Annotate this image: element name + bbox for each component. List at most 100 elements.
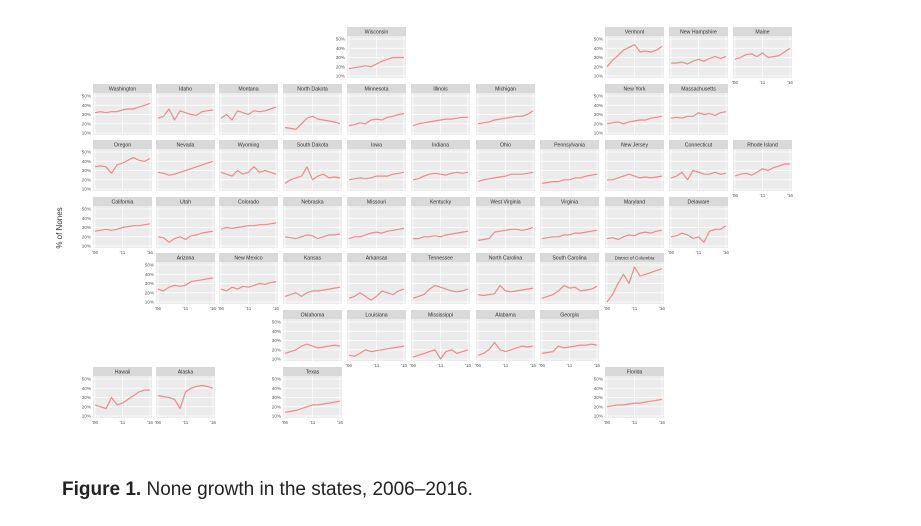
panel-wyoming: Wyoming — [219, 140, 278, 191]
x-tick-label-florida: '06 — [604, 420, 610, 425]
panel-title-wyoming: Wyoming — [238, 143, 260, 149]
series-line-wisconsin — [348, 56, 404, 70]
y-tick-label-washington: 10% — [82, 131, 91, 136]
x-tick-label-alaska: '16 — [210, 420, 216, 425]
series-line-georgia — [541, 343, 598, 354]
strip-georgia — [540, 310, 599, 319]
panel-mississippi: Mississippi '06 '11 '16 — [410, 310, 471, 368]
series-line-west-virginia — [477, 226, 534, 241]
panel-louisiana: Louisiana '06 '11 '16 — [346, 310, 407, 368]
panel-title-missouri: Missouri — [367, 200, 386, 206]
panel-hawaii: Hawaii 10% 20% 30% 40% 50% '06 '11 '16 — [82, 367, 153, 425]
panel-minnesota: Minnesota — [347, 84, 406, 135]
series-line-new-jersey — [607, 173, 663, 181]
panel-new-hampshire: New Hampshire — [669, 27, 728, 78]
x-tick-label-arizona: '11 — [183, 306, 189, 311]
y-tick-label-new-york: 10% — [594, 131, 603, 136]
x-tick-label-maine: '06 — [732, 80, 738, 85]
panel-title-wisconsin: Wisconsin — [365, 30, 389, 36]
strip-west-virginia — [476, 197, 535, 206]
x-tick-label-district-of-columbia: '11 — [632, 306, 638, 311]
panel-california: California 10% 20% 30% 40% 50% '06 '11 '16 — [82, 197, 153, 255]
panel-north-dakota: North Dakota — [283, 84, 342, 135]
y-tick-label-washington: 20% — [82, 121, 91, 126]
panel-new-mexico: New Mexico '06 '11 '16 — [218, 253, 279, 311]
series-line-pennsylvania — [541, 173, 598, 184]
x-tick-label-alabama: '16 — [530, 363, 536, 368]
series-line-arkansas — [348, 288, 405, 301]
panel-title-georgia: Georgia — [560, 313, 579, 319]
panel-tennessee: Tennessee — [411, 253, 470, 304]
y-tick-label-oregon: 40% — [82, 159, 91, 164]
x-tick-label-rhode-island: '16 — [787, 193, 793, 198]
strip-maryland — [605, 197, 664, 206]
series-line-connecticut — [670, 169, 727, 181]
strip-new-jersey — [605, 140, 664, 149]
panel-idaho: Idaho — [156, 84, 215, 135]
strip-nebraska — [283, 197, 342, 206]
y-tick-label-arizona: 10% — [145, 300, 154, 305]
strip-maine — [733, 27, 792, 36]
strip-illinois — [411, 84, 470, 93]
y-tick-label-oregon: 50% — [82, 150, 91, 155]
strip-rhode-island — [733, 140, 792, 149]
strip-south-carolina — [540, 253, 599, 262]
x-tick-label-texas: '11 — [310, 420, 316, 425]
panel-title-maine: Maine — [755, 30, 769, 36]
series-line-tennessee — [412, 284, 469, 299]
series-line-rhode-island — [734, 163, 790, 177]
panel-title-ohio: Ohio — [500, 143, 511, 149]
panel-title-california: California — [112, 200, 134, 206]
panel-title-delaware: Delaware — [688, 200, 710, 206]
panel-title-alabama: Alabama — [495, 313, 516, 319]
series-line-utah — [157, 230, 214, 243]
panel-title-tennessee: Tennessee — [428, 256, 453, 262]
panel-title-kansas: Kansas — [304, 256, 322, 262]
series-line-nebraska — [284, 233, 341, 240]
y-tick-label-california: 50% — [82, 207, 91, 212]
panel-florida: Florida 10% 20% 30% 40% 50% '06 '11 '16 — [594, 367, 665, 425]
panel-ohio: Ohio — [476, 140, 535, 191]
panel-alaska: Alaska '06 '11 '16 — [155, 367, 216, 425]
panel-title-montana: Montana — [238, 87, 258, 93]
panel-title-nevada: Nevada — [177, 143, 195, 149]
strip-alabama — [476, 310, 535, 319]
x-tick-label-texas: '06 — [282, 420, 288, 425]
x-tick-label-florida: '16 — [659, 420, 665, 425]
panel-nevada: Nevada — [156, 140, 215, 191]
panel-illinois: Illinois — [411, 84, 470, 135]
series-line-oregon — [94, 157, 151, 174]
panel-nebraska: Nebraska — [283, 197, 342, 248]
x-tick-label-arizona: '16 — [210, 306, 216, 311]
series-line-arizona — [157, 277, 214, 292]
panel-title-colorado: Colorado — [238, 200, 259, 206]
figure-caption: Figure 1. None growth in the states, 200… — [62, 479, 473, 501]
y-tick-label-oregon: 20% — [82, 177, 91, 182]
series-line-indiana — [412, 171, 469, 181]
panel-title-district-of-columbia: District of Columbia — [615, 256, 655, 261]
x-tick-label-mississippi: '11 — [438, 363, 444, 368]
strip-florida — [605, 367, 664, 376]
y-tick-label-hawaii: 30% — [82, 395, 91, 400]
panel-title-pennsylvania: Pennsylvania — [554, 143, 585, 149]
panel-title-south-carolina: South Carolina — [552, 256, 586, 262]
y-tick-label-texas: 40% — [272, 386, 281, 391]
strip-wisconsin — [347, 27, 406, 36]
series-line-south-carolina — [541, 284, 598, 299]
series-line-virginia — [541, 229, 598, 240]
x-tick-label-georgia: '11 — [567, 363, 573, 368]
panel-title-florida: Florida — [627, 370, 643, 376]
y-tick-label-florida: 10% — [594, 414, 603, 419]
panel-virginia: Virginia — [540, 197, 599, 248]
panel-title-idaho: Idaho — [179, 87, 192, 93]
series-line-california — [94, 223, 151, 232]
panel-connecticut: Connecticut — [669, 140, 728, 191]
x-tick-label-alabama: '06 — [475, 363, 481, 368]
y-tick-label-florida: 20% — [594, 404, 603, 409]
strip-texas — [283, 367, 342, 376]
y-tick-label-arizona: 40% — [145, 272, 154, 277]
panel-title-louisiana: Louisiana — [365, 313, 387, 319]
strip-pennsylvania — [540, 140, 599, 149]
strip-new-mexico — [219, 253, 278, 262]
